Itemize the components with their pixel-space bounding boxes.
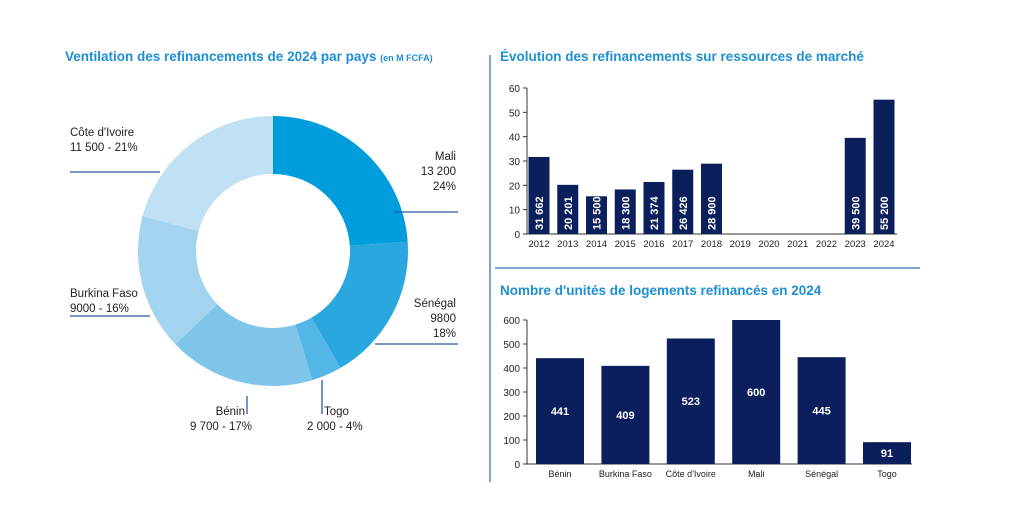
pie-slice-b-nin — [175, 304, 313, 386]
logements-bar-Burkina Faso — [601, 365, 650, 464]
evolution-y-tick-label: 60 — [509, 84, 521, 95]
logements-y-tick-label: 100 — [503, 436, 520, 447]
logements-bar-Sénégal — [797, 357, 846, 464]
evolution-data-label: 39 500 — [850, 196, 862, 230]
evolution-x-tick-label: 2019 — [730, 239, 751, 250]
evolution-bar-2016 — [643, 181, 665, 234]
evolution-data-label: 28 900 — [707, 196, 719, 230]
logements-data-label: 600 — [747, 387, 765, 399]
pie-slice-s-n-gal — [311, 241, 408, 368]
logements-data-label: 523 — [682, 396, 700, 408]
logements-x-tick-label: Sénégal — [805, 469, 838, 479]
evolution-y-tick-label: 20 — [509, 181, 521, 192]
evolution-bar-2018 — [701, 163, 722, 234]
evolution-x-tick-label: 2014 — [586, 239, 607, 250]
logements-x-tick-label: Côte d'Ivoire — [666, 469, 716, 479]
logements-data-label: 409 — [616, 410, 634, 422]
evolution-x-tick-label: 2015 — [615, 239, 636, 250]
logements-x-tick-label: Mali — [748, 469, 765, 479]
logements-data-label: 441 — [551, 406, 569, 418]
logements-x-tick-label: Togo — [877, 469, 897, 479]
bar-chart-2-title: Nombre d'unités de logements refinancés … — [500, 283, 822, 298]
logements-x-tick-label: Burkina Faso — [599, 469, 652, 479]
logements-bar-Mali — [732, 320, 781, 464]
logements-y-tick-label: 0 — [514, 460, 520, 471]
evolution-y-tick-label: 10 — [509, 206, 521, 217]
logements-x-tick-label: Bénin — [548, 469, 571, 479]
logements-bar-Côte d'Ivoire — [666, 338, 715, 464]
pie-title-text: Ventilation des refinancements de 2024 p… — [65, 49, 377, 64]
logements-y-tick-label: 300 — [503, 388, 520, 399]
evolution-y-tick-label: 40 — [509, 133, 521, 144]
pie-chart-title: Ventilation des refinancements de 2024 p… — [65, 49, 433, 64]
evolution-data-label: 55 200 — [879, 196, 891, 230]
logements-bar-Togo — [863, 442, 911, 464]
evolution-bar-2017 — [672, 169, 694, 234]
evolution-bar-2012 — [528, 156, 550, 234]
logements-y-tick-label: 400 — [503, 364, 520, 375]
label-senegal: Sénégal 9800 18% — [413, 298, 456, 340]
evolution-data-label: 15 500 — [592, 196, 604, 230]
logements-y-tick-label: 600 — [503, 316, 520, 327]
label-benin: Bénin 9 700 - 17% — [190, 406, 253, 433]
evolution-data-label: 26 426 — [678, 196, 690, 230]
evolution-x-tick-label: 2017 — [672, 239, 693, 250]
evolution-bar-2013 — [557, 184, 579, 234]
evolution-data-label: 20 201 — [563, 196, 575, 230]
evolution-x-tick-label: 2023 — [845, 239, 866, 250]
label-togo: Togo 2 000 - 4% — [307, 406, 363, 433]
evolution-y-tick-label: 0 — [514, 230, 520, 241]
pie-slice-c-te-d-ivoire — [142, 116, 273, 232]
evolution-bar-2015 — [614, 189, 636, 234]
logements-data-label: 91 — [881, 448, 893, 460]
logements-y-tick-label: 500 — [503, 340, 520, 351]
evolution-x-tick-label: 2013 — [557, 239, 578, 250]
evolution-x-tick-label: 2018 — [701, 239, 722, 250]
label-burkina-faso: Burkina Faso 9000 - 16% — [70, 288, 138, 315]
bar-chart-1-title: Évolution des refinancements sur ressour… — [500, 49, 864, 64]
label-cote-divoire: Côte d'Ivoire 11 500 - 21% — [70, 127, 138, 154]
pie-slice-burkina-faso — [138, 216, 218, 345]
evolution-x-tick-label: 2020 — [758, 239, 779, 250]
pie-slice-mali — [273, 116, 408, 246]
evolution-data-label: 31 662 — [534, 196, 546, 230]
label-mali: Mali 13 200 24% — [420, 151, 456, 193]
evolution-bar-2023 — [844, 137, 866, 234]
evolution-y-tick-label: 50 — [509, 108, 521, 119]
evolution-x-tick-label: 2021 — [787, 239, 808, 250]
logements-y-tick-label: 200 — [503, 412, 520, 423]
evolution-bar-2024 — [873, 99, 895, 235]
evolution-data-label: 18 300 — [620, 196, 632, 230]
pie-slice-togo — [295, 317, 341, 381]
evolution-x-tick-label: 2016 — [643, 239, 664, 250]
evolution-data-label: 21 374 — [649, 195, 661, 230]
evolution-x-tick-label: 2022 — [816, 239, 837, 250]
pie-title-unit: (en M FCFA) — [380, 53, 433, 63]
evolution-x-tick-label: 2024 — [873, 239, 894, 250]
logements-bar-Bénin — [536, 358, 584, 464]
logements-data-label: 445 — [812, 406, 830, 418]
evolution-y-tick-label: 30 — [509, 157, 521, 168]
evolution-x-tick-label: 2012 — [528, 239, 549, 250]
evolution-bar-2014 — [586, 196, 607, 234]
